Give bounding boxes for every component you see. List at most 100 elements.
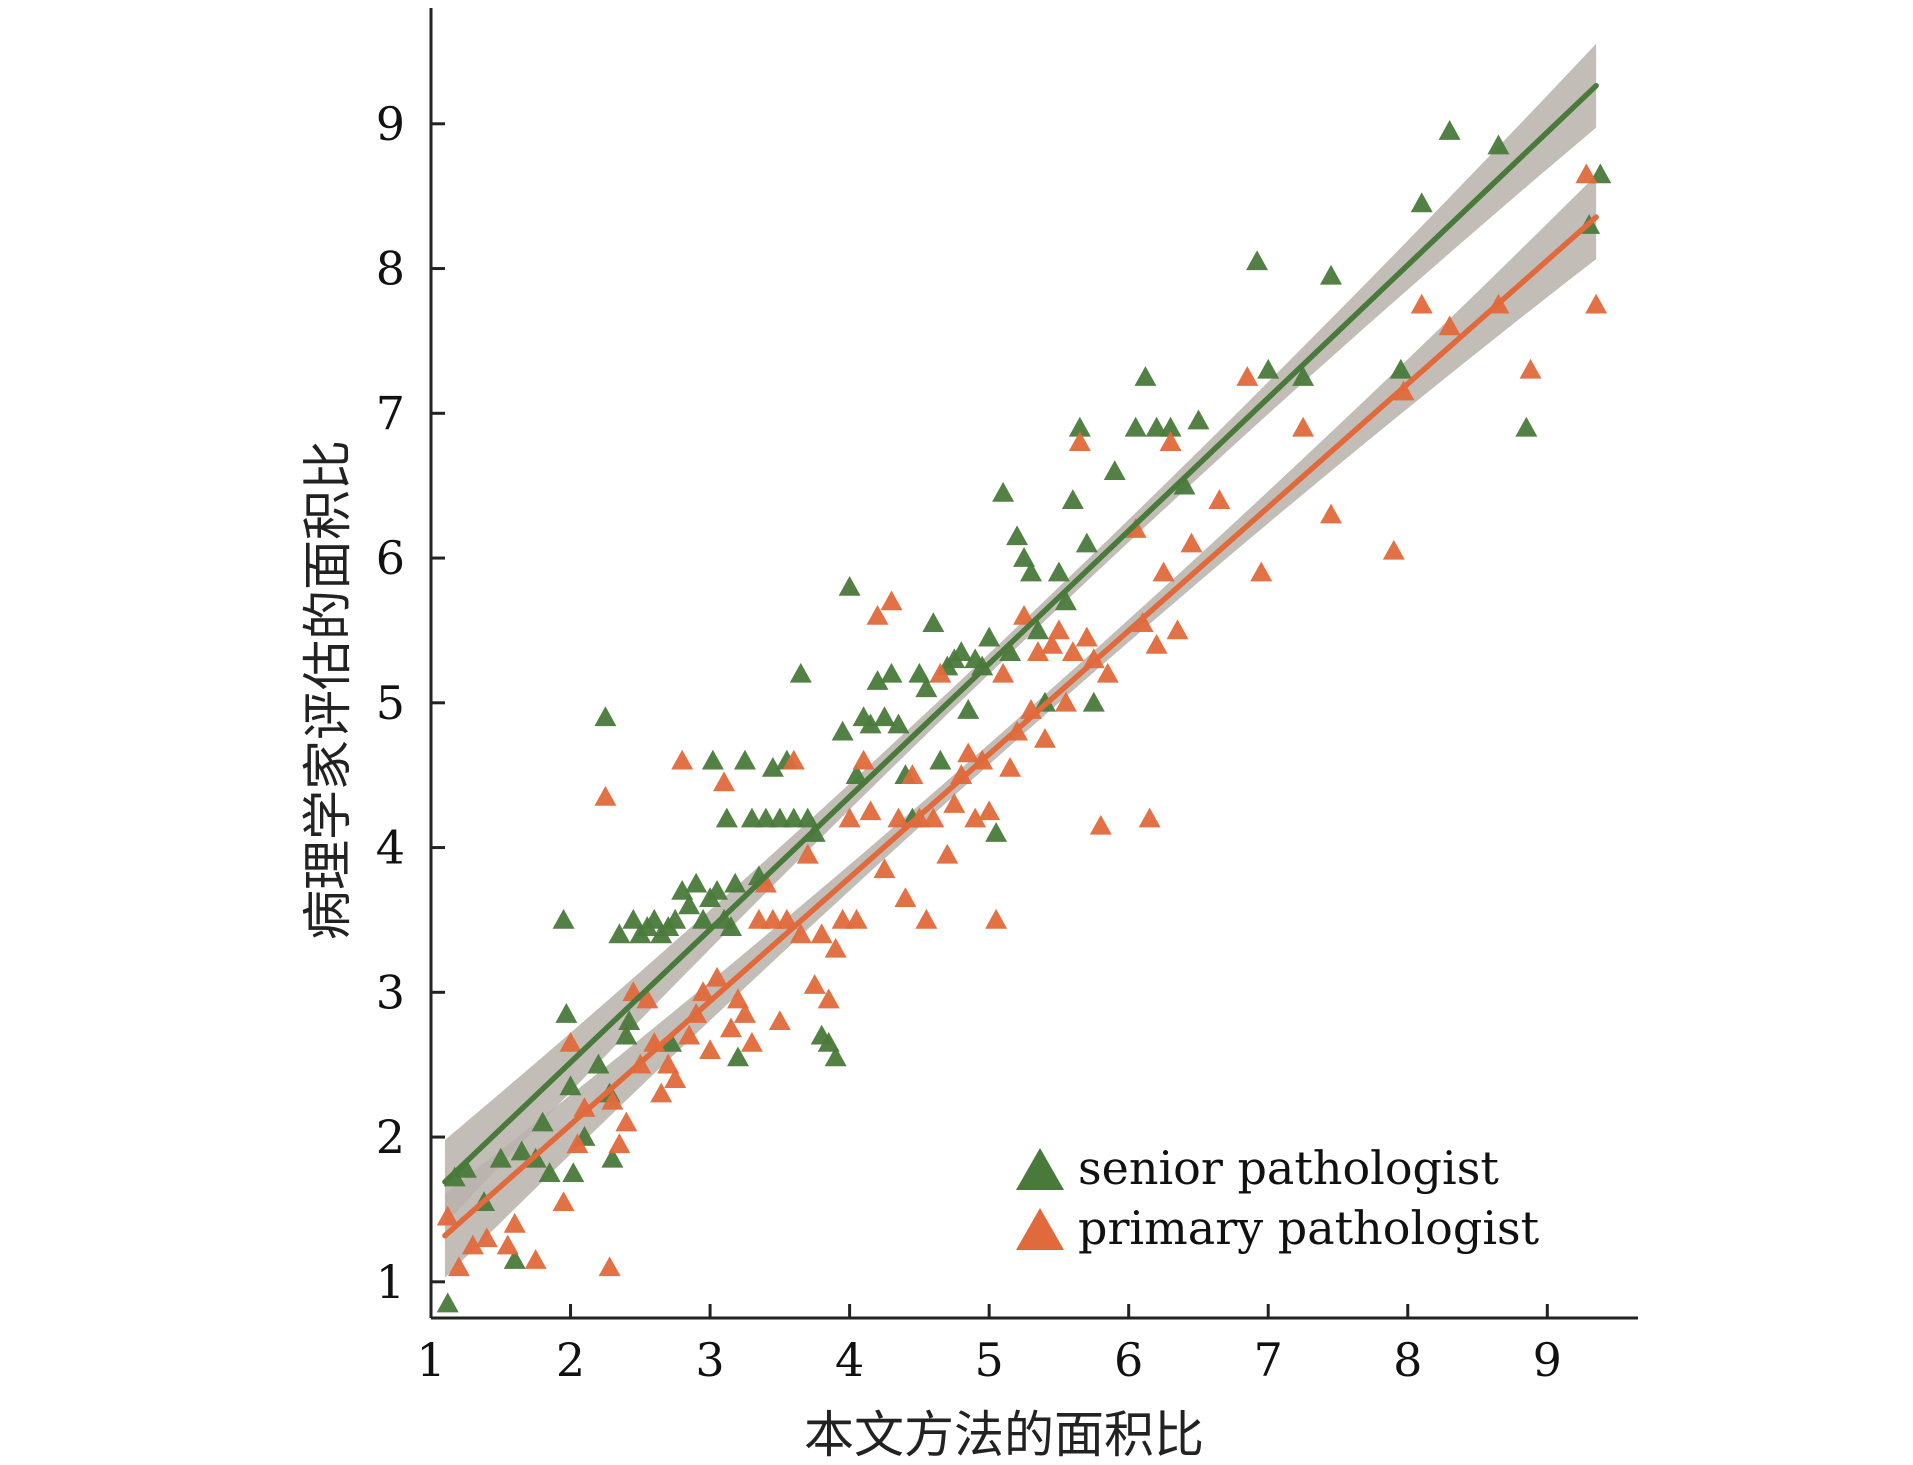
y-axis-ticks: 1 2 3 4 5 6 7 8 9	[376, 97, 445, 1309]
data-point-primary	[789, 923, 812, 944]
data-point-primary	[901, 764, 924, 784]
data-point-senior	[678, 894, 701, 915]
data-point-senior	[859, 713, 882, 734]
data-point-primary	[1382, 539, 1405, 560]
data-point-senior	[754, 807, 777, 828]
data-point-senior	[618, 1010, 641, 1031]
data-point-senior	[740, 807, 763, 828]
data-point-primary	[859, 800, 882, 821]
data-point-senior	[915, 677, 938, 698]
y-tick-label: 4	[376, 821, 405, 875]
data-point-senior	[908, 662, 931, 683]
data-point-primary	[1061, 641, 1084, 661]
data-point-primary	[573, 1097, 596, 1117]
data-point-primary	[615, 1111, 638, 1132]
y-tick-label: 5	[376, 676, 405, 730]
data-point-primary	[992, 662, 1015, 683]
data-point-senior	[608, 923, 631, 944]
data-point-primary	[880, 590, 903, 611]
data-point-primary	[733, 1003, 756, 1023]
data-point-primary	[1180, 532, 1203, 553]
data-point-primary	[740, 1031, 763, 1052]
data-point-primary	[1026, 641, 1049, 661]
data-point-primary	[894, 887, 917, 908]
data-point-primary	[636, 988, 659, 1009]
data-point-primary	[838, 807, 861, 828]
x-tick-label: 4	[835, 1333, 864, 1387]
legend-label-primary: primary pathologist	[1078, 1201, 1540, 1255]
x-tick-label: 7	[1254, 1333, 1283, 1387]
x-tick-label: 6	[1114, 1333, 1143, 1387]
data-point-senior	[999, 641, 1022, 661]
legend: senior pathologist primary pathologist	[1016, 1141, 1540, 1255]
data-point-senior	[950, 641, 973, 661]
data-point-primary	[999, 756, 1022, 777]
data-point-senior	[538, 1162, 561, 1183]
data-point-senior	[594, 706, 617, 727]
data-point-senior	[978, 626, 1001, 647]
data-point-senior	[1410, 192, 1433, 213]
data-point-senior	[1159, 416, 1182, 437]
data-point-primary	[671, 749, 694, 770]
data-point-senior	[796, 807, 819, 828]
y-tick-label: 1	[376, 1255, 405, 1309]
data-point-senior	[562, 1162, 585, 1183]
data-point-senior	[701, 749, 724, 770]
data-point-primary	[978, 800, 1001, 821]
data-point-primary	[852, 749, 875, 770]
data-point-senior	[436, 1292, 459, 1313]
data-point-primary	[1292, 416, 1315, 437]
data-point-senior	[1103, 460, 1126, 481]
data-point-senior	[789, 662, 812, 683]
data-point-primary	[831, 908, 854, 929]
x-tick-label: 3	[695, 1333, 724, 1387]
data-point-primary	[1096, 662, 1119, 683]
data-point-primary	[664, 1068, 687, 1088]
data-point-primary	[915, 908, 938, 929]
data-point-primary	[1236, 366, 1259, 386]
data-point-primary	[720, 1017, 743, 1038]
data-point-senior	[1173, 474, 1196, 495]
data-point-senior	[1047, 561, 1070, 582]
data-point-senior	[887, 713, 910, 734]
data-point-senior	[971, 655, 994, 676]
data-point-senior	[1438, 120, 1461, 140]
data-point-primary	[957, 742, 980, 763]
data-point-primary	[1068, 431, 1091, 452]
data-point-primary	[775, 908, 798, 929]
data-point-primary	[1410, 293, 1433, 314]
data-point-primary	[1152, 561, 1175, 582]
data-point-primary	[699, 1039, 722, 1060]
x-tick-label: 5	[975, 1333, 1004, 1387]
data-point-primary	[1320, 503, 1343, 524]
data-point-primary	[1145, 633, 1168, 654]
data-point-primary	[1250, 561, 1273, 582]
data-point-primary	[1040, 633, 1063, 654]
data-point-primary	[887, 807, 910, 828]
data-point-primary	[950, 764, 973, 784]
data-point-senior	[510, 1140, 533, 1161]
data-point-senior	[992, 481, 1015, 502]
data-point-senior	[1006, 525, 1029, 546]
data-point-senior	[615, 1024, 638, 1045]
data-point-primary	[1089, 814, 1112, 835]
data-point-senior	[1061, 489, 1084, 509]
data-point-senior	[1145, 416, 1168, 437]
data-point-primary	[817, 988, 840, 1009]
data-point-senior	[761, 756, 784, 777]
y-axis-title: 病理学家评估的面积比	[299, 440, 357, 940]
data-point-primary	[1166, 619, 1189, 640]
data-points	[436, 120, 1612, 1313]
data-point-primary	[964, 807, 987, 828]
data-point-primary	[1159, 431, 1182, 452]
data-point-primary	[657, 1053, 680, 1074]
data-point-senior	[587, 1053, 610, 1074]
data-point-primary	[1208, 489, 1231, 509]
data-point-primary	[594, 785, 617, 806]
data-point-senior	[643, 908, 666, 929]
data-point-primary	[650, 1082, 673, 1103]
data-point-senior	[726, 1046, 749, 1067]
data-point-senior	[768, 807, 791, 828]
data-point-senior	[1013, 547, 1036, 567]
